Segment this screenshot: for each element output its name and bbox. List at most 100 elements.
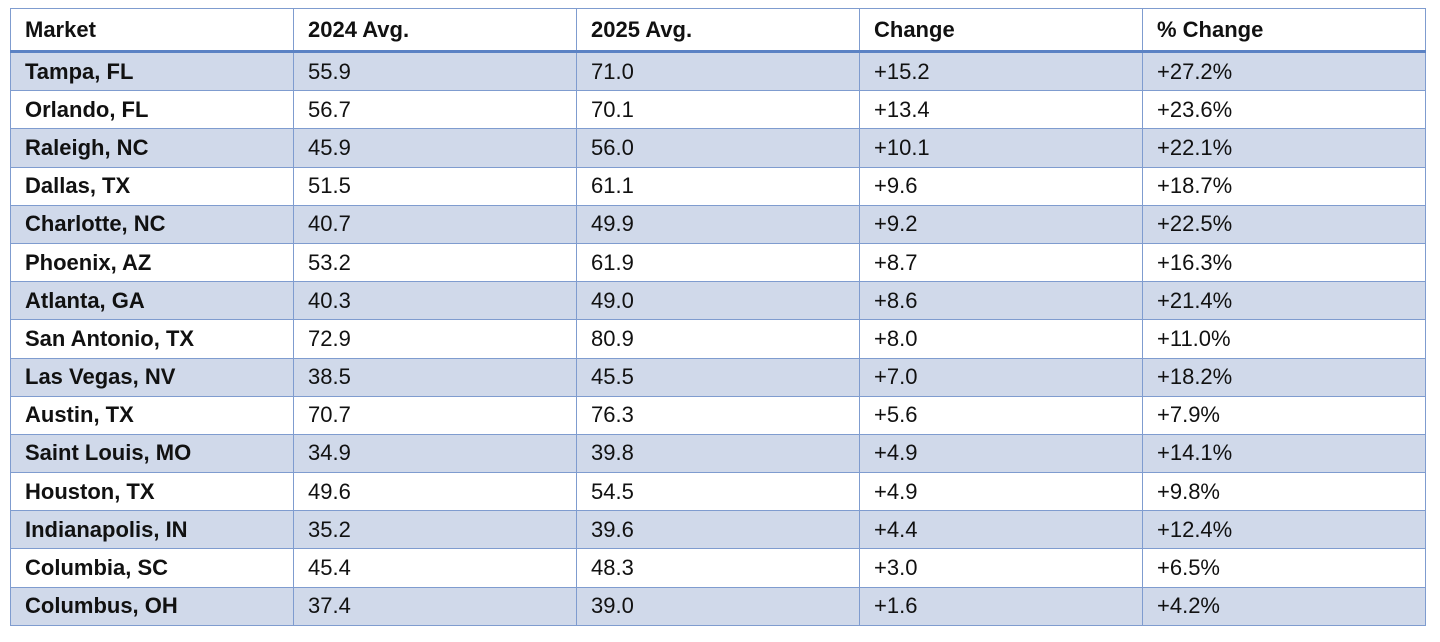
value-cell: +4.2% [1142,586,1426,626]
value-cell: 70.1 [576,90,860,130]
value-cell: +22.1% [1142,128,1426,168]
market-cell: Charlotte, NC [10,204,294,244]
market-cell: Austin, TX [10,395,294,435]
value-cell: +27.2% [1142,50,1426,92]
value-cell: 49.0 [576,281,860,321]
market-cell: Atlanta, GA [10,281,294,321]
table-row: Dallas, TX 51.5 61.1 +9.6 +18.7% [10,166,1426,206]
table-row: Orlando, FL 56.7 70.1 +13.4 +23.6% [10,90,1426,130]
table-header: Market 2024 Avg. 2025 Avg. Change% Change [10,8,1426,53]
market-cell: Indianapolis, IN [10,510,294,550]
value-cell: 34.9 [293,433,577,474]
table-row: Austin, TX 70.7 76.3 +5.6 +7.9% [10,395,1426,435]
value-cell: +22.5% [1142,204,1426,244]
value-cell: +18.7% [1142,166,1426,206]
value-cell: 38.5 [293,357,577,397]
value-cell: +10.1 [859,128,1143,168]
value-cell: +8.7 [859,242,1143,283]
value-cell: +1.6 [859,586,1143,626]
value-cell: 45.5 [576,357,860,397]
header-cell: % Change [1142,8,1426,53]
table-row: Saint Louis, MO 34.9 39.8 +4.9 +14.1% [10,433,1426,474]
table-row: Atlanta, GA 40.3 49.0 +8.6 +21.4% [10,281,1426,321]
value-cell: 48.3 [576,548,860,588]
table-row: San Antonio, TX 72.9 80.9 +8.0 +11.0% [10,319,1426,359]
value-cell: +4.9 [859,433,1143,474]
value-cell: +18.2% [1142,357,1426,397]
header-row: Market 2024 Avg. 2025 Avg. Change% Change [10,8,1426,53]
value-cell: 39.6 [576,510,860,550]
table-row: Houston, TX 49.6 54.5 +4.9 +9.8% [10,472,1426,512]
market-cell: Tampa, FL [10,50,294,92]
value-cell: +12.4% [1142,510,1426,550]
value-cell: 61.1 [576,166,860,206]
value-cell: +8.6 [859,281,1143,321]
value-cell: +11.0% [1142,319,1426,359]
value-cell: +9.2 [859,204,1143,244]
value-cell: +5.6 [859,395,1143,435]
market-cell: San Antonio, TX [10,319,294,359]
market-cell: Houston, TX [10,472,294,512]
market-cell: Las Vegas, NV [10,357,294,397]
market-cell: Dallas, TX [10,166,294,206]
value-cell: 45.4 [293,548,577,588]
value-cell: +9.8% [1142,472,1426,512]
value-cell: 40.7 [293,204,577,244]
value-cell: 55.9 [293,50,577,92]
value-cell: +7.0 [859,357,1143,397]
market-cell: Orlando, FL [10,90,294,130]
value-cell: +7.9% [1142,395,1426,435]
value-cell: 49.6 [293,472,577,512]
header-cell: 2024 Avg. [293,8,577,53]
value-cell: 54.5 [576,472,860,512]
value-cell: +13.4 [859,90,1143,130]
value-cell: +15.2 [859,50,1143,92]
market-cell: Saint Louis, MO [10,433,294,474]
value-cell: 80.9 [576,319,860,359]
value-cell: 40.3 [293,281,577,321]
value-cell: 49.9 [576,204,860,244]
value-cell: 39.8 [576,433,860,474]
value-cell: 76.3 [576,395,860,435]
value-cell: 56.0 [576,128,860,168]
table-row: Columbus, OH 37.4 39.0 +1.6 +4.2% [10,586,1426,626]
market-cell: Raleigh, NC [10,128,294,168]
value-cell: 53.2 [293,242,577,283]
table-row: Indianapolis, IN 35.2 39.6 +4.4 +12.4% [10,510,1426,550]
value-cell: 35.2 [293,510,577,550]
value-cell: +3.0 [859,548,1143,588]
value-cell: +8.0 [859,319,1143,359]
table-body: Tampa, FL 55.9 71.0 +15.2 +27.2% Orlando, FL 5… [10,50,1426,626]
value-cell: 37.4 [293,586,577,626]
value-cell: +6.5% [1142,548,1426,588]
market-cell: Phoenix, AZ [10,242,294,283]
value-cell: 72.9 [293,319,577,359]
value-cell: +21.4% [1142,281,1426,321]
market-cell: Columbus, OH [10,586,294,626]
value-cell: +14.1% [1142,433,1426,474]
value-cell: 51.5 [293,166,577,206]
table-row: Charlotte, NC 40.7 49.9 +9.2 +22.5% [10,204,1426,244]
value-cell: +23.6% [1142,90,1426,130]
table-row: Columbia, SC 45.4 48.3 +3.0 +6.5% [10,548,1426,588]
table-row: Tampa, FL 55.9 71.0 +15.2 +27.2% [10,50,1426,92]
header-cell: 2025 Avg. [576,8,860,53]
value-cell: 39.0 [576,586,860,626]
value-cell: +4.9 [859,472,1143,512]
header-cell: Market [10,8,294,53]
value-cell: +9.6 [859,166,1143,206]
value-cell: +4.4 [859,510,1143,550]
table-row: Raleigh, NC 45.9 56.0 +10.1 +22.1% [10,128,1426,168]
market-table: Market 2024 Avg. 2025 Avg. Change% Change T… [10,8,1426,626]
value-cell: 71.0 [576,50,860,92]
value-cell: 61.9 [576,242,860,283]
value-cell: 56.7 [293,90,577,130]
value-cell: 45.9 [293,128,577,168]
market-cell: Columbia, SC [10,548,294,588]
value-cell: 70.7 [293,395,577,435]
header-cell: Change [859,8,1143,53]
table-row: Las Vegas, NV 38.5 45.5 +7.0 +18.2% [10,357,1426,397]
table-row: Phoenix, AZ 53.2 61.9 +8.7 +16.3% [10,242,1426,283]
value-cell: +16.3% [1142,242,1426,283]
